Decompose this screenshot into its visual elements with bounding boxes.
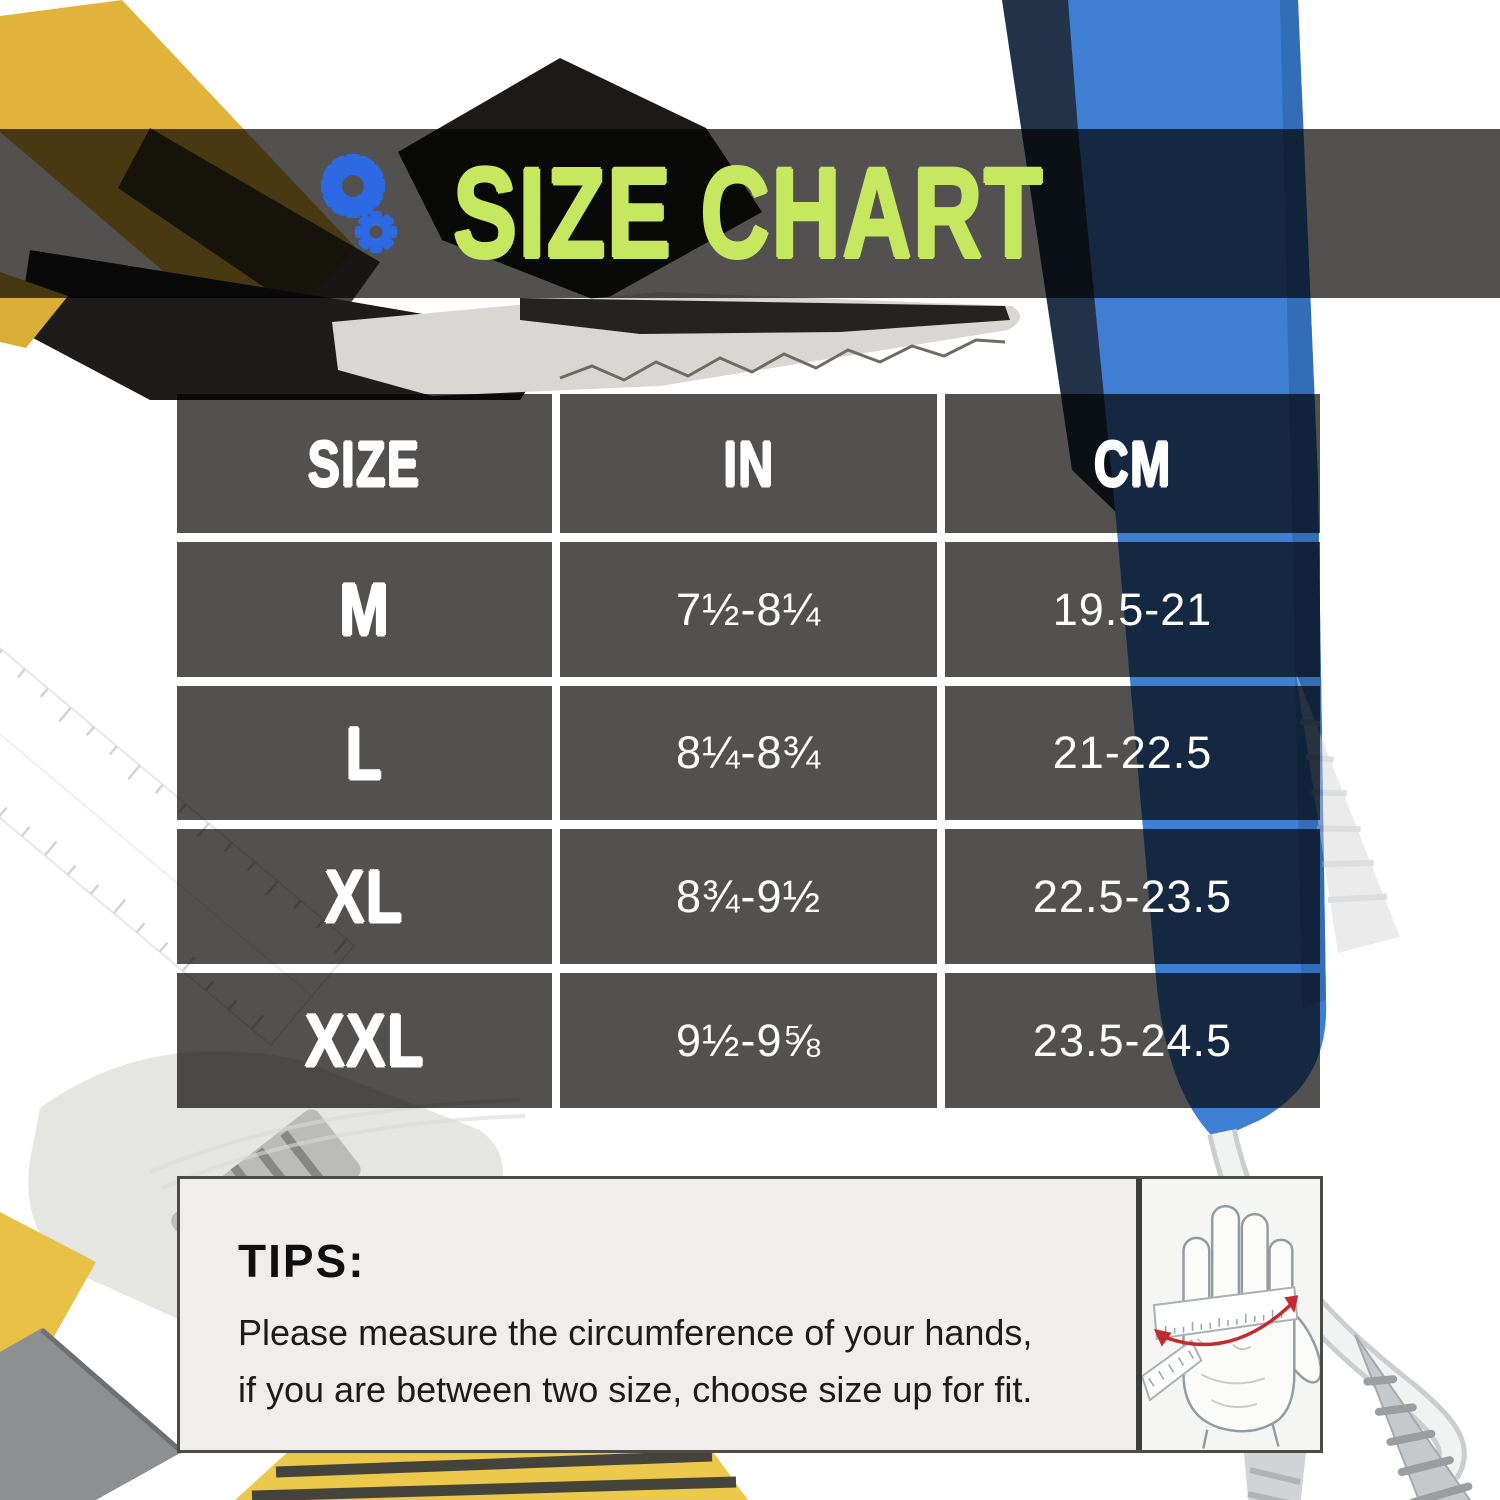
tips-text: TIPS: Please measure the circumference o…	[180, 1179, 1136, 1450]
tips-line-2: if you are between two size, choose size…	[238, 1369, 1033, 1410]
cm-cell-l: 21-22.5	[945, 686, 1320, 820]
column-header-size: SIZE	[177, 394, 552, 533]
screw-image-small	[1244, 1452, 1306, 1500]
cm-cell-m: 19.5-21	[945, 542, 1320, 677]
tips-divider	[1136, 1179, 1142, 1450]
size-table: SIZE IN CM M 7½-8¼ 19.5-21 L 8¼-8¾ 21-22…	[177, 394, 1320, 1108]
in-cell-l: 8¼-8¾	[560, 686, 937, 820]
in-cell-xl: 8¾-9½	[560, 829, 937, 964]
cm-cell-xxl: 23.5-24.5	[945, 973, 1320, 1108]
in-cell-m: 7½-8¼	[560, 542, 937, 677]
screw-image-large	[1354, 1334, 1500, 1500]
size-cell-m: M	[177, 542, 552, 677]
tips-line-1: Please measure the circumference of your…	[238, 1312, 1033, 1353]
tips-box: TIPS: Please measure the circumference o…	[177, 1176, 1323, 1453]
cm-cell-xl: 22.5-23.5	[945, 829, 1320, 964]
column-header-cm: CM	[945, 394, 1320, 533]
hand-measure-illustration	[1140, 1179, 1323, 1450]
gears-icon	[321, 154, 397, 253]
hand-measure-icon	[1140, 1204, 1323, 1449]
title-banner	[0, 129, 1500, 298]
in-cell-xxl: 9½-9⅝	[560, 973, 937, 1108]
column-header-in: IN	[560, 394, 937, 533]
tips-label: TIPS:	[238, 1235, 366, 1287]
size-cell-xxl: XXL	[177, 973, 552, 1108]
size-cell-xl: XL	[177, 829, 552, 964]
page-title: SIZE CHART	[453, 142, 1044, 285]
size-cell-l: L	[177, 686, 552, 820]
